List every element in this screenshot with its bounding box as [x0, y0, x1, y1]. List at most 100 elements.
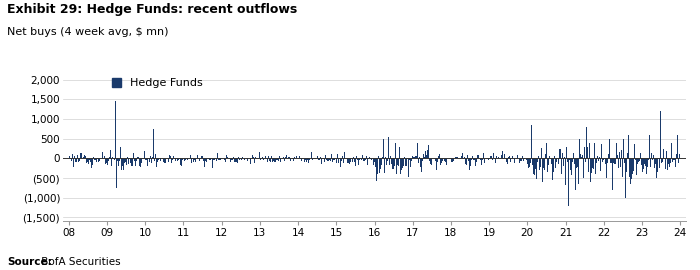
- Bar: [133, 153, 134, 158]
- Bar: [94, 158, 95, 160]
- Bar: [620, 158, 621, 167]
- Bar: [329, 158, 330, 160]
- Bar: [283, 157, 284, 158]
- Bar: [250, 158, 251, 164]
- Bar: [88, 158, 89, 164]
- Bar: [73, 158, 74, 167]
- Bar: [205, 158, 206, 161]
- Bar: [368, 158, 369, 159]
- Bar: [304, 158, 305, 162]
- Bar: [485, 157, 486, 158]
- Bar: [127, 157, 128, 158]
- Bar: [144, 151, 145, 158]
- Bar: [252, 155, 253, 158]
- Bar: [657, 158, 658, 172]
- Bar: [126, 158, 127, 165]
- Bar: [105, 158, 106, 164]
- Bar: [649, 135, 650, 158]
- Bar: [224, 158, 225, 160]
- Bar: [668, 158, 669, 161]
- Bar: [124, 157, 125, 158]
- Bar: [377, 158, 378, 174]
- Bar: [163, 158, 164, 162]
- Bar: [351, 158, 352, 159]
- Bar: [281, 158, 282, 162]
- Bar: [629, 158, 630, 177]
- Bar: [471, 158, 472, 160]
- Bar: [255, 157, 256, 158]
- Bar: [201, 158, 202, 159]
- Bar: [492, 158, 493, 160]
- Bar: [481, 158, 482, 159]
- Bar: [670, 158, 671, 163]
- Bar: [648, 158, 649, 160]
- Bar: [439, 154, 440, 158]
- Bar: [89, 158, 90, 160]
- Bar: [419, 157, 420, 158]
- Bar: [104, 153, 105, 158]
- Bar: [631, 158, 632, 179]
- Bar: [71, 158, 72, 161]
- Bar: [173, 156, 174, 158]
- Bar: [118, 158, 119, 166]
- Bar: [520, 158, 521, 161]
- Bar: [550, 158, 551, 159]
- Bar: [607, 158, 608, 163]
- Bar: [581, 157, 582, 158]
- Bar: [197, 156, 198, 158]
- Bar: [263, 158, 264, 160]
- Bar: [594, 158, 595, 176]
- Bar: [628, 158, 629, 173]
- Bar: [279, 156, 280, 158]
- Bar: [191, 158, 192, 163]
- Bar: [193, 158, 194, 163]
- Bar: [187, 158, 188, 160]
- Bar: [647, 158, 648, 161]
- Bar: [425, 151, 426, 158]
- Bar: [165, 158, 166, 163]
- Bar: [371, 158, 372, 160]
- Bar: [134, 157, 135, 158]
- Bar: [665, 158, 666, 169]
- Bar: [461, 147, 462, 158]
- Bar: [340, 158, 341, 167]
- Bar: [172, 158, 173, 160]
- Bar: [656, 158, 657, 178]
- Bar: [561, 158, 562, 174]
- Bar: [242, 157, 243, 158]
- Bar: [435, 158, 436, 161]
- Bar: [514, 158, 515, 163]
- Bar: [438, 156, 439, 158]
- Bar: [219, 158, 220, 160]
- Bar: [132, 158, 133, 166]
- Bar: [325, 155, 326, 158]
- Bar: [323, 158, 324, 159]
- Bar: [387, 158, 388, 161]
- Bar: [276, 158, 277, 160]
- Bar: [239, 158, 240, 159]
- Bar: [177, 158, 178, 161]
- Bar: [643, 158, 644, 168]
- Bar: [545, 154, 546, 158]
- Bar: [437, 158, 438, 160]
- Bar: [274, 158, 275, 162]
- Bar: [458, 158, 459, 165]
- Bar: [642, 158, 643, 161]
- Bar: [91, 158, 92, 168]
- Bar: [149, 158, 150, 162]
- Legend: Hedge Funds: Hedge Funds: [112, 78, 203, 88]
- Bar: [490, 156, 491, 158]
- Bar: [673, 158, 674, 160]
- Bar: [180, 158, 181, 165]
- Bar: [94, 157, 95, 158]
- Bar: [661, 157, 662, 158]
- Bar: [482, 158, 483, 160]
- Bar: [488, 158, 489, 160]
- Bar: [119, 158, 120, 161]
- Bar: [394, 158, 395, 166]
- Bar: [415, 156, 416, 158]
- Bar: [390, 158, 391, 176]
- Bar: [455, 157, 456, 158]
- Bar: [247, 158, 248, 161]
- Bar: [663, 149, 664, 158]
